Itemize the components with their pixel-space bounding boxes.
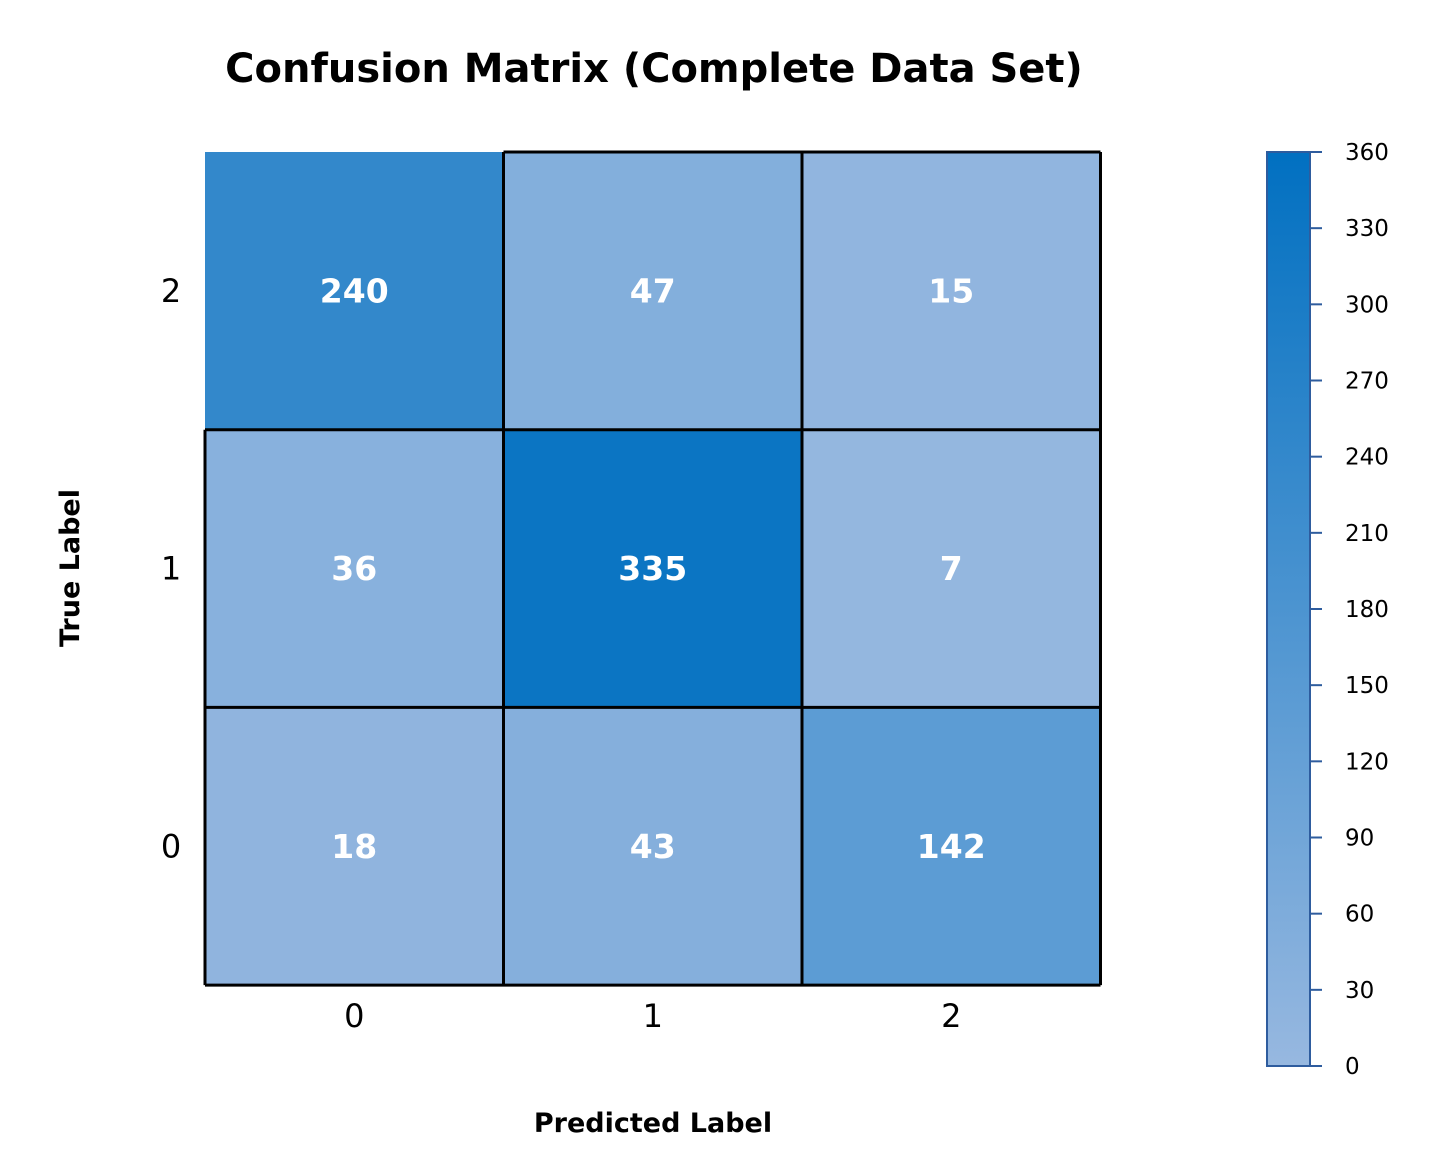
cell-value-label: 7 bbox=[940, 549, 963, 588]
cell-value-label: 47 bbox=[630, 271, 676, 310]
heatmap-cell bbox=[205, 707, 504, 986]
heatmap-cell bbox=[802, 152, 1101, 430]
colorbar-tick-label: 60 bbox=[1345, 902, 1374, 928]
chart-title: Confusion Matrix (Complete Data Set) bbox=[225, 46, 1083, 92]
colorbar-tick-label: 360 bbox=[1345, 140, 1389, 166]
cell-value-label: 335 bbox=[618, 549, 687, 588]
y-axis-ticks: 2 1 0 bbox=[161, 272, 181, 865]
x-tick-label: 2 bbox=[941, 997, 961, 1035]
heatmap-cell bbox=[205, 152, 504, 430]
colorbar-tick-label: 330 bbox=[1345, 216, 1389, 242]
colorbar-tick-label: 150 bbox=[1345, 673, 1389, 699]
heatmap-cell bbox=[802, 707, 1101, 986]
colorbar: 0 30 60 90 120 150 180 210 240 270 300 330 360 bbox=[1266, 140, 1389, 1080]
heatmap-cell bbox=[802, 429, 1101, 708]
heatmap-cell bbox=[205, 429, 504, 708]
y-tick-label: 2 bbox=[161, 272, 181, 310]
heatmap-cells bbox=[205, 152, 1101, 986]
y-tick-label: 0 bbox=[161, 827, 181, 865]
y-axis-label: True Label bbox=[55, 489, 86, 647]
colorbar-tick-label: 240 bbox=[1345, 445, 1389, 471]
cell-value-label: 15 bbox=[928, 271, 974, 310]
colorbar-tick-label: 270 bbox=[1345, 369, 1389, 395]
colorbar-tick-label: 180 bbox=[1345, 597, 1389, 623]
cell-value-label: 36 bbox=[331, 549, 377, 588]
x-axis-ticks: 0 1 2 bbox=[344, 997, 961, 1035]
x-tick-label: 0 bbox=[344, 997, 364, 1035]
heatmap-cell-values: 240 47 15 36 335 7 18 43 142 bbox=[320, 271, 986, 865]
heatmap-cell bbox=[503, 152, 802, 430]
y-tick-label: 1 bbox=[161, 550, 181, 588]
colorbar-tick-label: 120 bbox=[1345, 749, 1389, 775]
cell-value-label: 240 bbox=[320, 271, 389, 310]
cell-value-label: 142 bbox=[917, 827, 986, 866]
heatmap-grid-lines bbox=[203, 150, 1102, 987]
colorbar-fill bbox=[1266, 151, 1311, 1067]
heatmap-cell bbox=[503, 707, 802, 986]
x-tick-label: 1 bbox=[643, 997, 663, 1035]
colorbar-tick-label: 210 bbox=[1345, 521, 1389, 547]
colorbar-tick-label: 0 bbox=[1345, 1054, 1360, 1080]
colorbar-tick-label: 30 bbox=[1345, 978, 1374, 1004]
heatmap-cell bbox=[503, 429, 802, 708]
cell-value-label: 18 bbox=[331, 827, 377, 866]
x-axis-label: Predicted Label bbox=[534, 1108, 772, 1139]
colorbar-tick-label: 300 bbox=[1345, 292, 1389, 318]
cell-value-label: 43 bbox=[630, 827, 676, 866]
colorbar-ticks: 0 30 60 90 120 150 180 210 240 270 300 330 360 bbox=[1310, 140, 1389, 1080]
colorbar-tick-label: 90 bbox=[1345, 826, 1374, 852]
